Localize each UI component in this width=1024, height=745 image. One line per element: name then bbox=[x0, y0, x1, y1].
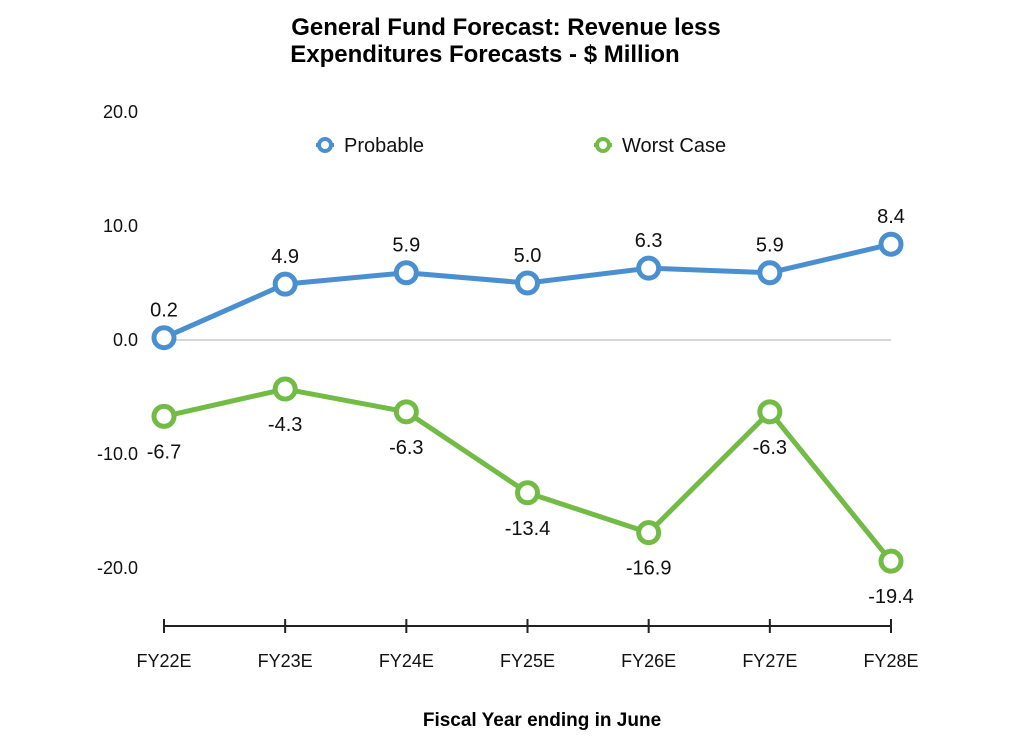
data-point-probable bbox=[636, 255, 662, 281]
y-tick-label: -10.0 bbox=[97, 444, 138, 464]
data-label-probable: 6.3 bbox=[635, 230, 663, 252]
data-point-probable bbox=[515, 270, 540, 296]
data-label-worst-case: -16.9 bbox=[626, 558, 672, 580]
chart-title: General Fund Forecast: Revenue less Expe… bbox=[290, 14, 720, 68]
data-label-probable: 5.9 bbox=[756, 235, 784, 257]
x-tick-label: FY22E bbox=[136, 651, 191, 671]
data-label-worst-case: -6.3 bbox=[753, 437, 787, 459]
legend-label: Worst Case bbox=[622, 135, 726, 157]
data-point-probable bbox=[878, 231, 904, 257]
data-label-probable: 0.2 bbox=[150, 300, 178, 322]
data-point-probable bbox=[393, 260, 419, 286]
series-worst-case: -6.7 -4.3 -6.3 -13.4 -16.9 -6.3 -19.4 bbox=[147, 376, 914, 608]
x-tick-label: FY23E bbox=[258, 651, 313, 671]
legend: Probable Worst Case bbox=[316, 135, 726, 157]
x-tick-label: FY26E bbox=[621, 651, 676, 671]
data-point-worst-case bbox=[151, 403, 177, 429]
x-tick-label: FY24E bbox=[379, 651, 434, 671]
data-point-worst-case bbox=[515, 480, 540, 506]
data-point-worst-case bbox=[636, 520, 662, 546]
data-label-worst-case: -6.7 bbox=[147, 441, 181, 463]
data-point-probable bbox=[272, 271, 298, 297]
legend-item-probable: Probable bbox=[316, 135, 424, 157]
data-point-probable bbox=[757, 260, 783, 286]
x-tick-label: FY25E bbox=[500, 651, 555, 671]
data-label-probable: 8.4 bbox=[877, 206, 905, 228]
y-tick-label: -20.0 bbox=[97, 558, 138, 578]
data-point-worst-case bbox=[757, 399, 783, 425]
data-label-worst-case: -4.3 bbox=[268, 414, 302, 436]
data-label-worst-case: -6.3 bbox=[389, 437, 423, 459]
series-probable: 0.2 4.9 5.9 5.0 6.3 5.9 8.4 bbox=[150, 206, 905, 351]
data-point-worst-case bbox=[878, 548, 904, 574]
x-axis-title: Fiscal Year ending in June bbox=[423, 710, 661, 731]
chart-title-line-1: General Fund Forecast: Revenue less bbox=[291, 14, 720, 41]
legend-marker-icon bbox=[317, 137, 333, 153]
legend-marker-icon bbox=[595, 137, 611, 153]
x-tick-label: FY27E bbox=[742, 651, 797, 671]
data-point-worst-case bbox=[272, 376, 298, 402]
y-tick-label: 20.0 bbox=[103, 102, 138, 122]
legend-label: Probable bbox=[344, 135, 424, 157]
data-label-probable: 5.0 bbox=[514, 245, 542, 267]
data-label-probable: 4.9 bbox=[271, 246, 299, 268]
y-axis: 20.0 10.0 0.0 -10.0 -20.0 bbox=[97, 102, 138, 578]
series-layer: 0.2 4.9 5.9 5.0 6.3 5.9 8.4 -6.7 -4.3 -6.3 -13.4 -1… bbox=[147, 206, 914, 608]
data-label-worst-case: -19.4 bbox=[868, 586, 914, 608]
legend-item-worst-case: Worst Case bbox=[594, 135, 726, 157]
data-label-worst-case: -13.4 bbox=[505, 518, 551, 540]
data-point-probable bbox=[151, 325, 177, 351]
x-axis: FY22E FY23E FY24E FY25E FY26E FY27E FY28E bbox=[136, 619, 919, 671]
data-point-worst-case bbox=[393, 399, 419, 425]
x-tick-label: FY28E bbox=[863, 651, 918, 671]
chart-title-line-2: Expenditures Forecasts - $ Million bbox=[290, 41, 679, 68]
data-label-probable: 5.9 bbox=[392, 235, 420, 257]
y-tick-label: 10.0 bbox=[103, 216, 138, 236]
y-tick-label: 0.0 bbox=[113, 330, 138, 350]
